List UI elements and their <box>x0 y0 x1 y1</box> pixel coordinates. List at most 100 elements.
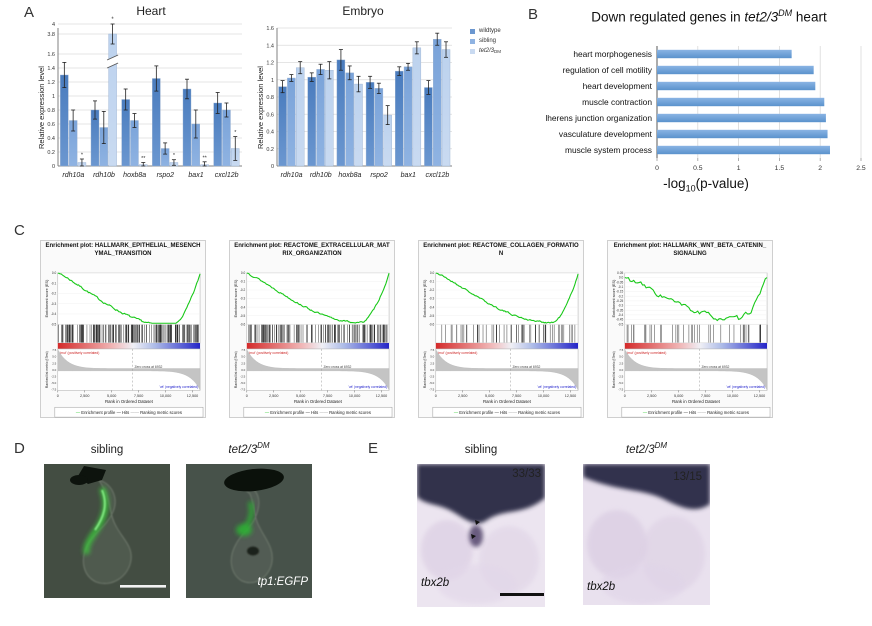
m-embryo-svg: 0 0.2 0.4 0.6 0.8 1 1.2 1.4 1.6 rdh10a rdh10b hoxb8… <box>266 26 452 179</box>
svg-text:3.8: 3.8 <box>47 32 55 38</box>
svg-text:Enrichment score (ES): Enrichment score (ES) <box>423 279 427 317</box>
embryo-outline <box>82 479 132 584</box>
svg-text:Enrichment score (ES): Enrichment score (ES) <box>45 279 49 317</box>
panel-label-d: D <box>14 440 25 457</box>
svg-text:Ranked list metric (tTest): Ranked list metric (tTest) <box>45 351 49 388</box>
svg-text:7,500: 7,500 <box>134 394 143 398</box>
svg-text:-0.25: -0.25 <box>616 299 623 303</box>
svg-text:-0.4: -0.4 <box>240 305 246 309</box>
go-chart-panel: Down regulated genes in tet2/3DM heart 0… <box>546 4 872 204</box>
svg-text:2,500: 2,500 <box>80 394 89 398</box>
svg-text:5,000: 5,000 <box>674 394 683 398</box>
svg-text:hoxb8a: hoxb8a <box>123 172 146 179</box>
svg-text:*: * <box>81 153 84 159</box>
svg-text:regulation of cell motility: regulation of cell motility <box>563 65 653 75</box>
svg-text:0: 0 <box>271 164 274 170</box>
dark-stain-region <box>417 464 545 524</box>
svg-text:0.2: 0.2 <box>47 150 55 156</box>
svg-text:0.8: 0.8 <box>266 95 274 101</box>
panel-label-c: C <box>14 222 25 239</box>
svg-text:-0.2: -0.2 <box>429 288 435 292</box>
svg-text:7,500: 7,500 <box>512 394 521 398</box>
micrograph-d-mutant-image <box>186 464 312 598</box>
svg-text:-0.1: -0.1 <box>429 280 435 284</box>
gsea-plot-emt: Enrichment plot: HALLMARK_EPITHELIAL_MES… <box>40 240 206 418</box>
svg-text:0: 0 <box>435 394 437 398</box>
reporter-label: tp1:EGFP <box>257 576 309 588</box>
svg-text:-0.3: -0.3 <box>240 297 246 301</box>
svg-text:10,000: 10,000 <box>160 394 171 398</box>
svg-text:12,500: 12,500 <box>187 394 198 398</box>
svg-text:-2.5: -2.5 <box>429 374 434 378</box>
svg-text:1.2: 1.2 <box>266 61 274 67</box>
svg-text:vasculature development: vasculature development <box>559 129 653 139</box>
panel-label-e: E <box>368 440 379 457</box>
svg-text:Rank in Ordered Dataset: Rank in Ordered Dataset <box>672 399 721 404</box>
svg-text:Enrichment score (ES): Enrichment score (ES) <box>234 279 238 317</box>
svg-text:heart morphogenesis: heart morphogenesis <box>573 49 652 59</box>
gsea-plot-ecm: Enrichment plot: REACTOME_EXTRACELLULAR_… <box>229 240 395 418</box>
svg-text:Ranked list metric (tTest): Ranked list metric (tTest) <box>423 351 427 388</box>
svg-text:0.0: 0.0 <box>241 271 246 275</box>
wildtype-swatch <box>470 28 475 34</box>
svg-text:2.5: 2.5 <box>856 165 866 172</box>
svg-text:7.5: 7.5 <box>619 348 623 352</box>
svg-text:— Enrichment profile — Hits ——: — Enrichment profile — Hits —— Ranking m… <box>76 410 182 415</box>
svg-text:rdh10a: rdh10a <box>62 172 84 179</box>
svg-text:2,500: 2,500 <box>269 394 278 398</box>
svg-text:0.4: 0.4 <box>47 136 55 142</box>
svg-text:-0.1: -0.1 <box>618 285 624 289</box>
svg-text:10,000: 10,000 <box>538 394 549 398</box>
svg-text:'wt' (negatively correlated): 'wt' (negatively correlated) <box>537 385 576 389</box>
svg-text:-7.5: -7.5 <box>429 388 434 392</box>
scale-bar <box>120 585 166 588</box>
svg-text:— Enrichment profile — Hits ——: — Enrichment profile — Hits —— Ranking m… <box>265 410 371 415</box>
gsea-svg: 0.050.0-0.05-0.1-0.15-0.2-0.25-0.3-0.35-… <box>612 271 771 418</box>
svg-text:0.6: 0.6 <box>47 122 55 128</box>
svg-text:1.6: 1.6 <box>47 52 55 58</box>
mutant-swatch <box>470 48 475 54</box>
arrow-icon <box>475 520 480 525</box>
svg-text:-0.4: -0.4 <box>429 305 435 309</box>
sibling-count: 33/33 <box>512 468 541 480</box>
gsea-title: Enrichment plot: HALLMARK_EPITHELIAL_MES… <box>45 243 201 257</box>
svg-text:cxcl12b: cxcl12b <box>215 172 239 179</box>
legend-item-mutant: tet2/3 DM <box>470 48 501 54</box>
svg-text:-0.1: -0.1 <box>51 281 57 285</box>
svg-text:1: 1 <box>271 78 274 84</box>
svg-text:rdh10a: rdh10a <box>281 172 303 179</box>
svg-text:7,500: 7,500 <box>701 394 710 398</box>
gsea-svg: 0.0 -0.1 -0.2 -0.3 -0.4 -0.5 -0.6 7.5 5.0 2.5 0.0 -… <box>423 271 582 418</box>
e-mutant-gene-label: tbx2b <box>587 581 616 593</box>
svg-text:-0.5: -0.5 <box>429 314 435 318</box>
go-bar-chart-svg: 0 0.5 1 1.5 2 2.5 heart morphogenesis regulatio… <box>546 46 866 172</box>
svg-text:5,000: 5,000 <box>296 394 305 398</box>
svg-text:2.5: 2.5 <box>241 361 245 365</box>
svg-text:2.5: 2.5 <box>619 361 623 365</box>
dark-stain-region <box>583 464 710 510</box>
svg-text:bax1: bax1 <box>401 172 416 179</box>
svg-text:0.0: 0.0 <box>619 276 624 280</box>
svg-text:-0.05: -0.05 <box>616 280 623 284</box>
svg-text:-0.45: -0.45 <box>616 318 623 322</box>
e-sibling-gene-label: tbx2b <box>421 577 450 589</box>
scale-bar <box>500 593 544 596</box>
svg-text:-2.5: -2.5 <box>618 374 623 378</box>
svg-text:'mut' (positively correlated): 'mut' (positively correlated) <box>249 351 289 355</box>
panel-label-b: B <box>528 6 539 23</box>
svg-text:1.4: 1.4 <box>266 43 274 49</box>
svg-text:0.0: 0.0 <box>241 368 245 372</box>
embryo-outline <box>230 483 273 583</box>
d-sibling-title: sibling <box>90 444 124 456</box>
ish-e-sibling-image <box>417 464 545 607</box>
svg-text:cxcl12b: cxcl12b <box>426 172 450 179</box>
svg-text:5.0: 5.0 <box>430 355 434 359</box>
svg-text:rspo2: rspo2 <box>370 172 388 179</box>
gsea-svg: 0.0 -0.1 -0.2 -0.3 -0.4 -0.5 -0.6 7.5 5.0 2.5 0.0 -… <box>234 271 393 418</box>
svg-text:-0.2: -0.2 <box>240 288 246 292</box>
svg-text:Rank in Ordered Dataset: Rank in Ordered Dataset <box>105 399 154 404</box>
svg-text:-0.4: -0.4 <box>51 312 57 316</box>
ish-e-sibling <box>417 464 545 607</box>
svg-text:-0.35: -0.35 <box>616 308 623 312</box>
